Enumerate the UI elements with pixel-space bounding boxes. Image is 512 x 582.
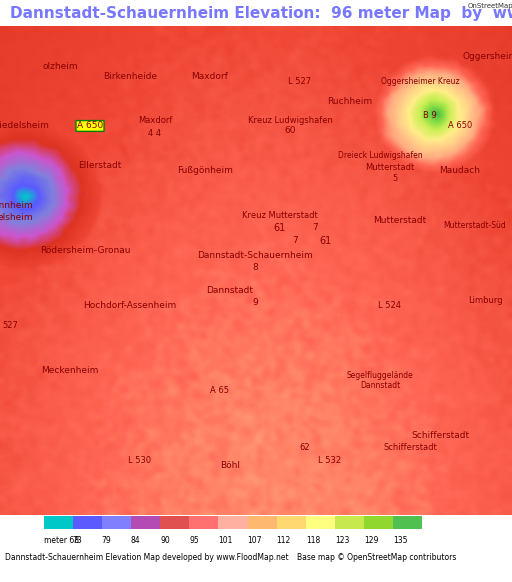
Text: 112: 112 xyxy=(276,536,291,545)
Text: 9: 9 xyxy=(252,298,258,307)
Text: Dannstadt-Schauernheim Elevation Map developed by www.FloodMap.net: Dannstadt-Schauernheim Elevation Map dev… xyxy=(5,553,289,562)
Text: Kreuz Ludwigshafen: Kreuz Ludwigshafen xyxy=(248,116,332,126)
FancyBboxPatch shape xyxy=(44,516,73,530)
Text: Fußgönheim: Fußgönheim xyxy=(177,166,233,175)
Text: Ruchheim: Ruchheim xyxy=(328,97,373,105)
FancyBboxPatch shape xyxy=(276,516,306,530)
Text: 62: 62 xyxy=(300,443,310,452)
Text: Dannstadt-Schauernheim: Dannstadt-Schauernheim xyxy=(197,251,313,260)
FancyBboxPatch shape xyxy=(306,516,335,530)
Text: Base map © OpenStreetMap contributors: Base map © OpenStreetMap contributors xyxy=(297,553,456,562)
FancyBboxPatch shape xyxy=(393,516,422,530)
Text: 5: 5 xyxy=(392,175,398,183)
Text: Ellerstadt: Ellerstadt xyxy=(78,161,122,171)
Text: 101: 101 xyxy=(219,536,233,545)
Text: Maudach: Maudach xyxy=(439,166,480,175)
Text: 7: 7 xyxy=(292,236,298,245)
Text: 90: 90 xyxy=(160,536,170,545)
FancyBboxPatch shape xyxy=(219,516,247,530)
Text: Dreieck Ludwigshafen: Dreieck Ludwigshafen xyxy=(338,151,422,161)
Text: 60: 60 xyxy=(284,126,296,136)
Text: Mutterstadt: Mutterstadt xyxy=(366,164,415,172)
Text: 123: 123 xyxy=(335,536,349,545)
Text: Limburg: Limburg xyxy=(467,296,502,305)
Text: olzheim: olzheim xyxy=(42,62,78,70)
FancyBboxPatch shape xyxy=(335,516,364,530)
Text: L 530: L 530 xyxy=(129,456,152,464)
Text: Kreuz Mutterstadt: Kreuz Mutterstadt xyxy=(242,211,318,220)
Text: L 532: L 532 xyxy=(318,456,342,464)
Text: A 650: A 650 xyxy=(448,122,472,130)
Text: 61: 61 xyxy=(274,223,286,233)
Text: Maxdorf: Maxdorf xyxy=(191,72,228,80)
Text: 84: 84 xyxy=(131,536,141,545)
Text: 4 4: 4 4 xyxy=(148,129,162,139)
FancyBboxPatch shape xyxy=(131,516,160,530)
Text: 107: 107 xyxy=(247,536,262,545)
Text: Oggersheim: Oggersheim xyxy=(462,52,512,61)
Text: 79: 79 xyxy=(102,536,112,545)
Text: elsheim: elsheim xyxy=(0,213,33,222)
FancyBboxPatch shape xyxy=(364,516,393,530)
Text: 129: 129 xyxy=(364,536,378,545)
Text: B 9: B 9 xyxy=(423,112,437,120)
Text: Meckenheim: Meckenheim xyxy=(41,366,99,375)
Text: Oggersheimer Kreuz: Oggersheimer Kreuz xyxy=(381,77,459,86)
Text: Schifferstadt: Schifferstadt xyxy=(383,443,437,452)
Text: Rödersheim-Gronau: Rödersheim-Gronau xyxy=(40,246,130,255)
Text: Mutterstadt-Süd: Mutterstadt-Süd xyxy=(443,221,506,230)
FancyBboxPatch shape xyxy=(102,516,131,530)
FancyBboxPatch shape xyxy=(73,516,102,530)
Text: 61: 61 xyxy=(319,236,331,246)
Text: 95: 95 xyxy=(189,536,199,545)
Text: L 527: L 527 xyxy=(288,77,312,86)
FancyBboxPatch shape xyxy=(189,516,219,530)
Text: Birkenheide: Birkenheide xyxy=(103,72,157,80)
Text: 118: 118 xyxy=(306,536,320,545)
FancyBboxPatch shape xyxy=(247,516,276,530)
Text: 73: 73 xyxy=(73,536,82,545)
Text: Hochdorf-Assenheim: Hochdorf-Assenheim xyxy=(83,301,177,310)
Text: Gönnheim: Gönnheim xyxy=(0,201,33,210)
Text: Friedelsheim: Friedelsheim xyxy=(0,122,49,130)
Text: Segelfluggelände
Dannstadt: Segelfluggelände Dannstadt xyxy=(347,371,413,390)
Text: Schifferstadt: Schifferstadt xyxy=(411,431,469,440)
Text: Böhl: Böhl xyxy=(220,461,240,470)
Text: L 524: L 524 xyxy=(378,301,401,310)
Text: 8: 8 xyxy=(252,263,258,272)
Text: Mutterstadt: Mutterstadt xyxy=(373,217,426,225)
Text: 7: 7 xyxy=(312,223,318,232)
Text: 527: 527 xyxy=(2,321,18,330)
Text: 135: 135 xyxy=(393,536,408,545)
Text: meter 68: meter 68 xyxy=(44,536,78,545)
Text: A 65: A 65 xyxy=(210,386,229,395)
Text: A 650: A 650 xyxy=(77,122,103,130)
Text: OnStreetMap: OnStreetMap xyxy=(467,3,512,9)
Text: Dannstadt: Dannstadt xyxy=(206,286,253,295)
Text: Dannstadt-Schauernheim Elevation:  96 meter Map  by  www.FloodMap.net  (beta: Dannstadt-Schauernheim Elevation: 96 met… xyxy=(10,6,512,20)
FancyBboxPatch shape xyxy=(160,516,189,530)
Text: Maxdorf: Maxdorf xyxy=(138,116,172,126)
